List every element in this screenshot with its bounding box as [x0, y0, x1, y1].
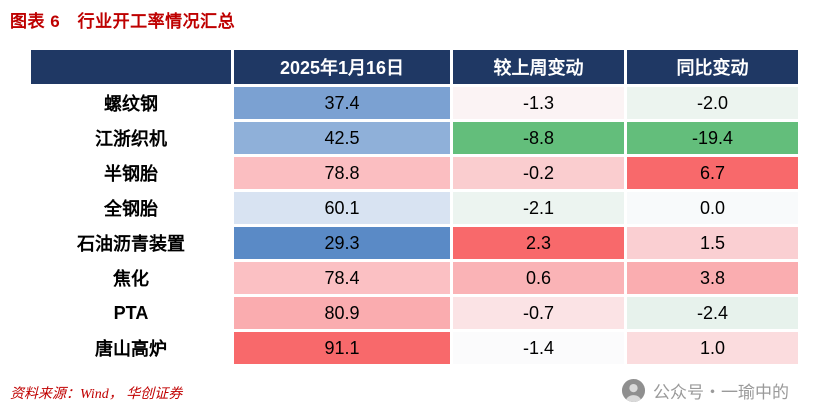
- yoy-cell: 1.0: [624, 329, 801, 367]
- wow-cell: 2.3: [450, 224, 627, 262]
- level-cell: 29.3: [231, 224, 453, 262]
- table-row: 焦化 78.4 0.6 3.8: [28, 259, 801, 297]
- table-row: 唐山高炉 91.1 -1.4 1.0: [28, 329, 801, 367]
- industry-operating-rate-table: 2025年1月16日 较上周变动 同比变动 螺纹钢 37.4 -1.3 -2.0…: [28, 47, 801, 367]
- level-cell: 91.1: [231, 329, 453, 367]
- yoy-cell: -2.4: [624, 294, 801, 332]
- yoy-cell: 1.5: [624, 224, 801, 262]
- level-cell: 60.1: [231, 189, 453, 227]
- row-label: 半钢胎: [28, 154, 234, 192]
- wow-cell: -1.4: [450, 329, 627, 367]
- row-label: PTA: [28, 294, 234, 332]
- row-label: 焦化: [28, 259, 234, 297]
- row-label: 螺纹钢: [28, 84, 234, 122]
- wow-cell: -8.8: [450, 119, 627, 157]
- yoy-cell: -19.4: [624, 119, 801, 157]
- yoy-cell: 0.0: [624, 189, 801, 227]
- level-cell: 80.9: [231, 294, 453, 332]
- figure-title: 图表 6 行业开工率情况汇总: [10, 12, 236, 31]
- data-source-note: 资料来源：Wind， 华创证券: [10, 387, 183, 402]
- level-cell: 42.5: [231, 119, 453, 157]
- level-cell: 78.8: [231, 154, 453, 192]
- yoy-cell: 6.7: [624, 154, 801, 192]
- table-row: 全钢胎 60.1 -2.1 0.0: [28, 189, 801, 227]
- row-label: 唐山高炉: [28, 329, 234, 367]
- table-row: 半钢胎 78.8 -0.2 6.7: [28, 154, 801, 192]
- wow-cell: 0.6: [450, 259, 627, 297]
- level-cell: 78.4: [231, 259, 453, 297]
- row-label: 江浙织机: [28, 119, 234, 157]
- row-label: 石油沥青装置: [28, 224, 234, 262]
- header-blank-cell: [28, 47, 234, 87]
- wow-cell: -0.7: [450, 294, 627, 332]
- table-row: 螺纹钢 37.4 -1.3 -2.0: [28, 84, 801, 122]
- yoy-cell: -2.0: [624, 84, 801, 122]
- level-cell: 37.4: [231, 84, 453, 122]
- table-row: 石油沥青装置 29.3 2.3 1.5: [28, 224, 801, 262]
- wechat-account-icon: [621, 378, 646, 403]
- wow-cell: -2.1: [450, 189, 627, 227]
- row-label: 全钢胎: [28, 189, 234, 227]
- header-date-cell: 2025年1月16日: [231, 47, 453, 87]
- table-row: PTA 80.9 -0.7 -2.4: [28, 294, 801, 332]
- header-row: 2025年1月16日 较上周变动 同比变动: [28, 47, 801, 87]
- yoy-cell: 3.8: [624, 259, 801, 297]
- header-yoy-cell: 同比变动: [624, 47, 801, 87]
- table-row: 江浙织机 42.5 -8.8 -19.4: [28, 119, 801, 157]
- watermark: 公众号・一瑜中的: [621, 378, 789, 403]
- watermark-text: 公众号・一瑜中的: [653, 383, 789, 402]
- wow-cell: -0.2: [450, 154, 627, 192]
- wow-cell: -1.3: [450, 84, 627, 122]
- header-wow-cell: 较上周变动: [450, 47, 627, 87]
